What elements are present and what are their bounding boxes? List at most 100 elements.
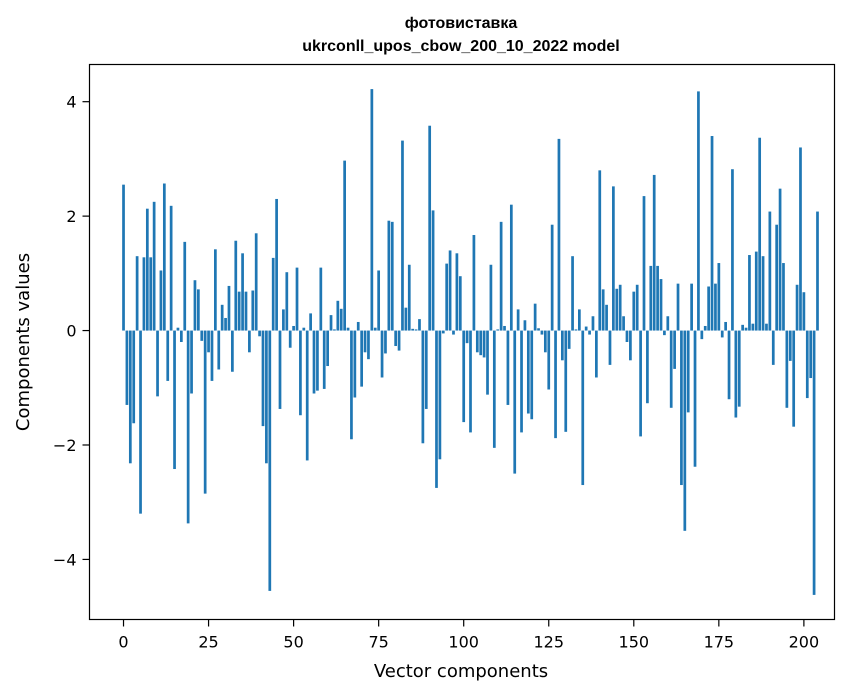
bar	[271, 257, 275, 331]
bar	[605, 304, 608, 331]
bar	[499, 221, 503, 331]
bar	[714, 283, 717, 331]
bar	[173, 330, 176, 470]
chart-subtitle: ukrconll_upos_cbow_200_10_2022 model	[302, 38, 619, 55]
bar	[588, 330, 591, 335]
bar	[465, 330, 469, 344]
bar	[540, 330, 544, 335]
bars-group	[122, 89, 819, 595]
bar	[768, 211, 772, 331]
bar	[428, 125, 432, 331]
bar	[244, 291, 248, 331]
bar	[319, 267, 323, 331]
bar	[693, 330, 697, 467]
y-tick-label: −2	[53, 436, 77, 455]
bar	[377, 270, 381, 331]
bar	[353, 330, 357, 398]
x-tick-label: 25	[198, 633, 218, 652]
bar	[169, 205, 173, 331]
bar	[224, 317, 227, 331]
bar	[795, 284, 799, 331]
bar	[574, 329, 578, 331]
bar	[748, 255, 751, 331]
bar	[139, 330, 142, 514]
bar	[622, 316, 625, 331]
bar	[122, 184, 125, 331]
bar	[210, 330, 214, 381]
bar	[183, 241, 187, 331]
bar	[802, 292, 806, 331]
bar	[186, 330, 190, 524]
bar	[190, 330, 193, 394]
bar	[635, 284, 639, 331]
bar	[356, 321, 360, 331]
x-tick-label: 150	[619, 633, 650, 652]
bar	[816, 211, 819, 331]
bar	[166, 330, 170, 381]
bar	[666, 316, 670, 331]
bar	[578, 309, 581, 331]
bar	[367, 330, 370, 360]
x-axis-ticks: 0 25 50 75 100 125 150 175 200	[118, 619, 819, 652]
bar	[724, 321, 727, 331]
bar	[506, 330, 510, 405]
bar	[411, 328, 415, 331]
bar	[401, 140, 404, 331]
bar	[812, 330, 816, 595]
bar	[486, 330, 489, 395]
bar	[350, 330, 353, 440]
bar	[421, 330, 425, 444]
y-tick-label: 4	[66, 93, 76, 112]
bar	[241, 253, 244, 331]
bar	[744, 327, 748, 331]
bar	[152, 201, 156, 331]
bar	[690, 283, 693, 331]
bar	[720, 330, 724, 338]
bar	[673, 330, 676, 369]
bar	[595, 330, 598, 378]
bar	[404, 307, 408, 331]
bar	[652, 174, 656, 331]
bar	[543, 330, 547, 353]
bar	[132, 330, 136, 424]
bar	[496, 329, 500, 331]
bar	[462, 330, 466, 423]
bar	[479, 330, 483, 356]
bar	[554, 330, 557, 439]
bar	[292, 325, 295, 331]
bar	[731, 169, 734, 331]
bar	[765, 323, 768, 331]
bar	[299, 330, 302, 416]
bar	[669, 330, 673, 408]
bar	[282, 309, 285, 331]
bar	[339, 308, 343, 331]
x-tick-label: 75	[368, 633, 388, 652]
bar	[792, 330, 796, 427]
bar	[397, 330, 401, 351]
bar	[751, 323, 755, 331]
bar	[608, 330, 612, 365]
bar	[162, 183, 166, 331]
bar	[703, 325, 707, 331]
bar	[312, 330, 316, 394]
bar	[683, 330, 687, 531]
bar	[799, 147, 802, 331]
bar	[676, 283, 680, 331]
bar	[394, 330, 398, 347]
bar	[384, 330, 387, 354]
bar	[435, 330, 438, 488]
bar	[649, 265, 653, 331]
bar	[788, 330, 792, 361]
bar	[775, 224, 779, 331]
x-tick-label: 100	[448, 633, 479, 652]
bar	[220, 304, 224, 331]
bar	[258, 330, 261, 337]
bar	[591, 316, 595, 331]
y-axis-ticks: −4 −2 0 2 4	[53, 93, 90, 569]
bar	[557, 138, 561, 331]
bar	[156, 330, 159, 397]
bar	[567, 330, 571, 349]
bar	[513, 330, 517, 474]
bar	[492, 330, 496, 448]
